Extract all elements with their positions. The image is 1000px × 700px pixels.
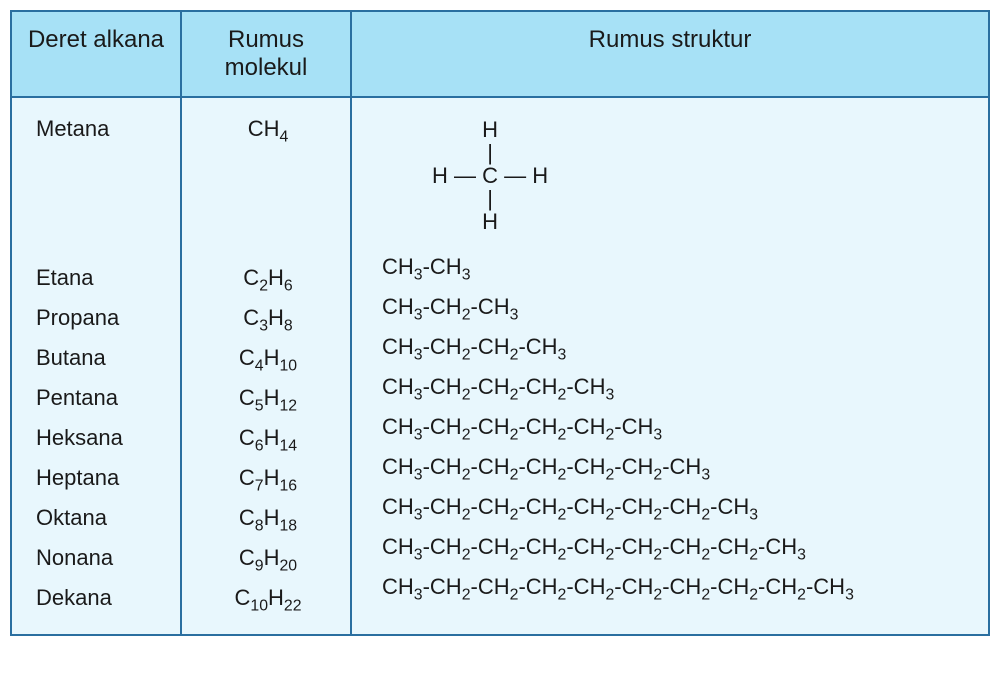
row-name: Nonana xyxy=(36,538,160,578)
table-header-row: Deret alkana Rumus molekul Rumus struktu… xyxy=(11,11,989,97)
methane-line: H — C — H xyxy=(432,164,548,187)
structural-formula: CH3-CH2-CH3 xyxy=(382,287,968,327)
col-header-struct: Rumus struktur xyxy=(351,11,989,97)
molecular-formula: C3H8 xyxy=(206,298,330,338)
row-mol: C8H18 xyxy=(206,498,330,538)
structural-formula: CH3-CH2-CH2-CH2-CH2-CH2-CH2-CH2-CH3 xyxy=(382,527,968,567)
row-struct: CH3-CH2-CH2-CH2-CH2-CH2-CH2-CH2-CH3 xyxy=(382,527,968,567)
row-struct: CH3-CH2-CH2-CH2-CH3 xyxy=(382,367,968,407)
row-struct: CH3-CH2-CH2-CH3 xyxy=(382,327,968,367)
alkane-name: Butana xyxy=(36,338,160,378)
molecular-formula: C8H18 xyxy=(206,498,330,538)
row-mol: C3H8 xyxy=(206,298,330,338)
molecular-formula: C10H22 xyxy=(206,578,330,618)
row-struct: CH3-CH3 xyxy=(382,247,968,287)
row-name: Metana xyxy=(36,114,160,258)
molecular-formula: C7H16 xyxy=(206,458,330,498)
row-mol: C9H20 xyxy=(206,538,330,578)
row-mol: C2H6 xyxy=(206,258,330,298)
row-name: Oktana xyxy=(36,498,160,538)
row-struct: CH3-CH2-CH2-CH2-CH2-CH2-CH3 xyxy=(382,447,968,487)
mol-cell: CH4C2H6C3H8C4H10C5H12C6H14C7H16C8H18C9H2… xyxy=(181,97,351,635)
row-mol: CH4 xyxy=(206,114,330,258)
alkane-name: Heptana xyxy=(36,458,160,498)
alkane-name: Propana xyxy=(36,298,160,338)
col-header-name: Deret alkana xyxy=(11,11,181,97)
row-mol: C6H14 xyxy=(206,418,330,458)
structural-formula: CH3-CH3 xyxy=(382,247,968,287)
row-mol: C4H10 xyxy=(206,338,330,378)
table-body-row: MetanaEtanaPropanaButanaPentanaHeksanaHe… xyxy=(11,97,989,635)
molecular-formula: C2H6 xyxy=(206,258,330,298)
col-header-mol: Rumus molekul xyxy=(181,11,351,97)
row-name: Etana xyxy=(36,258,160,298)
struct-cell: H|H — C — H|HCH3-CH3CH3-CH2-CH3CH3-CH2-C… xyxy=(351,97,989,635)
structural-formula: CH3-CH2-CH2-CH2-CH2-CH2-CH3 xyxy=(382,447,968,487)
structural-formula: CH3-CH2-CH2-CH3 xyxy=(382,327,968,367)
structural-formula: CH3-CH2-CH2-CH2-CH2-CH2-CH2-CH2-CH2-CH3 xyxy=(382,567,968,607)
methane-line: | xyxy=(432,141,548,164)
structural-formula: H|H — C — H|H xyxy=(382,114,968,247)
row-name: Dekana xyxy=(36,578,160,618)
molecular-formula: C6H14 xyxy=(206,418,330,458)
row-struct: CH3-CH2-CH2-CH2-CH2-CH3 xyxy=(382,407,968,447)
alkane-name: Metana xyxy=(36,114,160,258)
alkane-name: Heksana xyxy=(36,418,160,458)
methane-line: H xyxy=(432,118,548,141)
row-name: Heptana xyxy=(36,458,160,498)
alkane-name: Oktana xyxy=(36,498,160,538)
alkane-name: Nonana xyxy=(36,538,160,578)
row-struct: CH3-CH2-CH3 xyxy=(382,287,968,327)
row-name: Butana xyxy=(36,338,160,378)
row-name: Pentana xyxy=(36,378,160,418)
row-struct: CH3-CH2-CH2-CH2-CH2-CH2-CH2-CH2-CH2-CH3 xyxy=(382,567,968,607)
methane-line: H xyxy=(432,210,548,233)
alkane-name: Pentana xyxy=(36,378,160,418)
structural-formula: CH3-CH2-CH2-CH2-CH2-CH2-CH2-CH3 xyxy=(382,487,968,527)
molecular-formula: C9H20 xyxy=(206,538,330,578)
structural-formula: CH3-CH2-CH2-CH2-CH3 xyxy=(382,367,968,407)
row-name: Propana xyxy=(36,298,160,338)
methane-line: | xyxy=(432,187,548,210)
molecular-formula: C4H10 xyxy=(206,338,330,378)
alkane-name: Etana xyxy=(36,258,160,298)
methane-structure: H|H — C — H|H xyxy=(382,118,968,233)
row-mol: C5H12 xyxy=(206,378,330,418)
row-struct: CH3-CH2-CH2-CH2-CH2-CH2-CH2-CH3 xyxy=(382,487,968,527)
row-mol: C10H22 xyxy=(206,578,330,618)
alkane-table: Deret alkana Rumus molekul Rumus struktu… xyxy=(10,10,990,636)
row-mol: C7H16 xyxy=(206,458,330,498)
row-struct: H|H — C — H|H xyxy=(382,114,968,247)
structural-formula: CH3-CH2-CH2-CH2-CH2-CH3 xyxy=(382,407,968,447)
names-cell: MetanaEtanaPropanaButanaPentanaHeksanaHe… xyxy=(11,97,181,635)
molecular-formula: C5H12 xyxy=(206,378,330,418)
alkane-name: Dekana xyxy=(36,578,160,618)
molecular-formula: CH4 xyxy=(206,114,330,258)
row-name: Heksana xyxy=(36,418,160,458)
